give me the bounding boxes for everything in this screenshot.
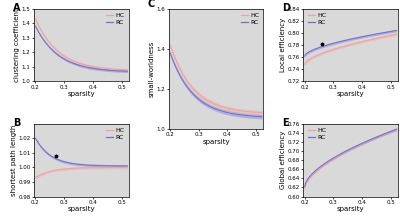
Legend: HC, RC: HC, RC [105,12,126,26]
X-axis label: sparsity: sparsity [337,206,364,212]
X-axis label: sparsity: sparsity [202,138,230,145]
X-axis label: sparsity: sparsity [68,206,95,212]
X-axis label: sparsity: sparsity [68,91,95,97]
Legend: HC, RC: HC, RC [105,127,126,141]
Text: B: B [13,118,20,128]
Y-axis label: Local efficiency: Local efficiency [280,18,286,72]
Y-axis label: small-worldness: small-worldness [149,40,155,97]
X-axis label: sparsity: sparsity [337,91,364,97]
Legend: HC, RC: HC, RC [306,127,327,141]
Y-axis label: Global efficiency: Global efficiency [280,131,286,189]
Text: D: D [282,3,290,13]
Y-axis label: shortest path length: shortest path length [11,124,17,196]
Text: E: E [282,118,289,128]
Legend: HC, RC: HC, RC [239,12,260,26]
Legend: HC, RC: HC, RC [306,12,327,26]
Text: A: A [13,3,21,13]
Y-axis label: clustering coefficient: clustering coefficient [14,8,20,82]
Text: C: C [148,0,155,9]
